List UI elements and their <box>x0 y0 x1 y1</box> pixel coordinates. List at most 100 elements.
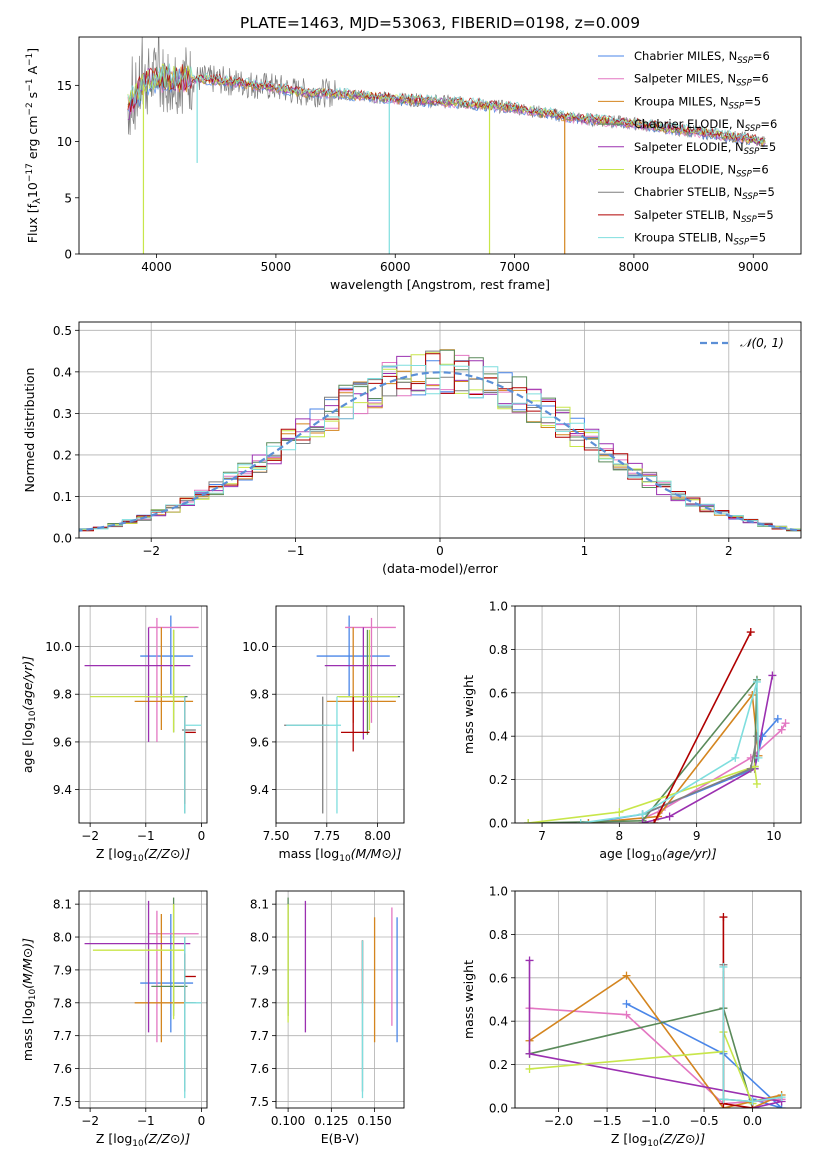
point-marker <box>524 819 533 823</box>
point-marker <box>773 714 782 723</box>
axes-frame <box>78 321 802 539</box>
axes-frame <box>78 890 208 1109</box>
x-axis-label: wavelength [Angstrom, rest frame] <box>330 277 550 292</box>
y-tick-label: 0.8 <box>489 928 508 942</box>
y-tick-label: 15 <box>57 79 72 93</box>
mass-vs-Z-panel: −2 −1 0 7.5 7.6 7.7 7.8 7.9 8.0 8.1 Z [log10(Z/Z⊙)… <box>20 890 208 1149</box>
point-marker <box>748 1097 757 1106</box>
model-kroupa-stelib <box>127 63 766 144</box>
y-tick-label: 0.8 <box>489 643 508 657</box>
x-tick-label: 8000 <box>619 260 650 274</box>
y-tick-label: 7.7 <box>53 1029 72 1043</box>
point-marker <box>665 812 674 821</box>
x-tick-label: 8 <box>616 829 624 843</box>
y-tick-label: 0.3 <box>53 407 72 421</box>
legend-label: 𝒩(0, 1) <box>740 336 784 350</box>
y-tick-label: 8.1 <box>53 898 72 912</box>
x-tick-label: 4000 <box>141 260 172 274</box>
y-tick-label: 0.1 <box>53 490 72 504</box>
point-marker <box>768 671 777 680</box>
y-tick-label: 8.0 <box>250 931 269 945</box>
x-tick-label: 0.125 <box>314 1114 348 1128</box>
point-marker <box>754 753 763 762</box>
x-axis-label: Z [log10(Z/Z⊙)] <box>611 1131 705 1149</box>
y-tick-label: 0.5 <box>53 324 72 338</box>
y-axis-label: Normed distribution <box>22 368 37 493</box>
point-marker <box>752 779 761 788</box>
age-vs-Z-panel: −2 −1 0 9.4 9.6 9.8 10.0 Z [log10(Z/Z⊙)] age [lo… <box>20 605 208 864</box>
y-tick-label: 10.0 <box>45 640 72 654</box>
figure-title: PLATE=1463, MJD=53063, FIBERID=0198, z=0… <box>240 14 640 32</box>
point-marker <box>719 1095 728 1104</box>
y-tick-label: 7.8 <box>250 996 269 1010</box>
y-tick-label: 9.6 <box>250 735 269 749</box>
y-tick-label: 5 <box>64 191 72 205</box>
mass-vs-ebv-panel: 0.100 0.125 0.150 7.5 7.6 7.7 7.8 7.9 8.0 8.1 E(B-… <box>250 890 405 1146</box>
normal-curve <box>79 371 801 532</box>
y-tick-label: 0.2 <box>53 448 72 462</box>
y-tick-label: 0 <box>64 248 72 262</box>
x-tick-label: 7000 <box>499 260 530 274</box>
legend-label: Kroupa MILES, NSSP=5 <box>634 94 761 111</box>
residuals-panel: −2 −1 0 1 2 0.0 0.1 0.2 0.3 0.4 0.5 (data-model)/er… <box>22 321 802 576</box>
series-line <box>528 960 782 1108</box>
age-vs-mass-panel: 7.50 7.75 8.00 9.4 9.6 9.8 10.0 mass [log10(M/M… <box>242 605 405 864</box>
y-tick-label: 1.0 <box>489 885 508 899</box>
x-tick-label: 0.150 <box>357 1114 391 1128</box>
point-marker <box>638 810 647 819</box>
point-marker <box>719 913 728 922</box>
y-tick-label: 8.1 <box>250 898 269 912</box>
point-marker <box>781 719 790 728</box>
legend-label: Salpeter MILES, NSSP=6 <box>634 72 769 89</box>
y-tick-label: 7.9 <box>250 963 269 977</box>
legend-label: Chabrier STELIB, NSSP=5 <box>634 185 775 202</box>
y-tick-label: 9.4 <box>53 783 72 797</box>
y-axis-label: mass weight <box>461 960 476 1039</box>
x-tick-label: 0 <box>436 544 444 558</box>
point-marker <box>746 628 755 637</box>
y-tick-label: 0.2 <box>489 773 508 787</box>
point-marker <box>525 1064 534 1073</box>
point-marker <box>525 956 534 965</box>
point-marker <box>525 1049 534 1058</box>
series-line <box>626 1003 783 1108</box>
point-marker <box>777 1093 786 1102</box>
point-marker <box>622 971 631 980</box>
y-tick-label: 0.4 <box>53 365 72 379</box>
axes-frame <box>78 36 802 255</box>
series-line <box>529 1031 754 1105</box>
y-tick-label: 7.7 <box>250 1029 269 1043</box>
y-tick-label: 7.8 <box>53 996 72 1010</box>
errorbars <box>84 897 202 1099</box>
spectrum-lines <box>127 37 766 254</box>
x-tick-label: 9000 <box>738 260 769 274</box>
legend-label: Kroupa STELIB, NSSP=5 <box>634 231 766 248</box>
x-axis-label: (data-model)/error <box>382 561 499 576</box>
y-tick-label: 0.0 <box>489 1102 508 1116</box>
model-kroupa-elodie <box>127 63 766 145</box>
x-tick-label: −1 <box>137 829 155 843</box>
series-line <box>722 967 782 1103</box>
series-line <box>529 1007 754 1108</box>
x-tick-label: 8.00 <box>364 829 391 843</box>
mass-weight-vs-Z-panel: −2.0 −1.5 −1.0 −0.5 0.0 0.0 0.2 0.4 0.6 0.8 1.0 Z [… <box>461 885 802 1149</box>
y-tick-label: 7.5 <box>250 1095 269 1109</box>
y-tick-label: 0.2 <box>489 1058 508 1072</box>
y-axis-label: mass weight <box>461 675 476 754</box>
x-tick-label: 0.100 <box>271 1114 305 1128</box>
x-tick-label: 9 <box>693 829 701 843</box>
errorbars <box>284 615 400 814</box>
y-tick-label: 10.0 <box>242 640 269 654</box>
legend-label: Salpeter ELODIE, NSSP=5 <box>634 140 776 157</box>
x-axis-label: Z [log10(Z/Z⊙)] <box>96 1131 190 1149</box>
series-lines <box>525 913 786 1108</box>
x-tick-label: 0 <box>198 829 206 843</box>
legend-label: Kroupa ELODIE, NSSP=6 <box>634 163 769 180</box>
point-marker <box>719 962 728 971</box>
y-tick-label: 0.6 <box>489 686 508 700</box>
point-marker <box>615 808 624 817</box>
y-tick-label: 0.0 <box>53 532 72 546</box>
x-tick-label: −1 <box>137 1114 155 1128</box>
y-tick-label: 9.4 <box>250 783 269 797</box>
